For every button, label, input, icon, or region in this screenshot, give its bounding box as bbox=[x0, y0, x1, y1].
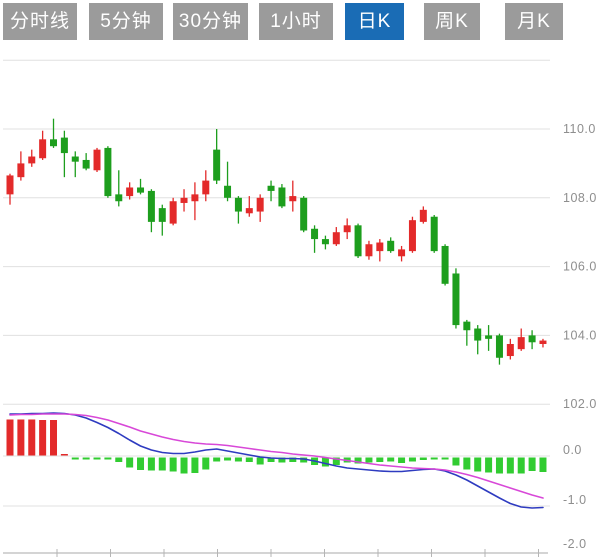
svg-text:102.0: 102.0 bbox=[563, 397, 597, 411]
macd-histogram bbox=[6, 419, 547, 474]
macd-axis-labels: 0.0 -1.0 -2.0 bbox=[563, 443, 587, 551]
price-axis-labels: 110.0 108.0 106.0 104.0 102.0 bbox=[563, 122, 597, 411]
svg-text:0.0: 0.0 bbox=[563, 443, 582, 457]
tab-daily-k[interactable]: 日K bbox=[345, 3, 404, 40]
macd-lines bbox=[9, 412, 544, 509]
tab-weekly-k[interactable]: 周K bbox=[424, 3, 480, 40]
candles-series bbox=[6, 118, 547, 365]
tab-timeline[interactable]: 分时线 bbox=[3, 3, 77, 40]
tab-1hour[interactable]: 1小时 bbox=[259, 3, 333, 40]
svg-text:104.0: 104.0 bbox=[563, 328, 597, 342]
svg-text:-2.0: -2.0 bbox=[563, 537, 587, 551]
tab-5min[interactable]: 5分钟 bbox=[89, 3, 163, 40]
tab-monthly-k[interactable]: 月K bbox=[505, 3, 563, 40]
svg-text:110.0: 110.0 bbox=[563, 122, 596, 136]
tab-30min[interactable]: 30分钟 bbox=[173, 3, 248, 40]
svg-text:-1.0: -1.0 bbox=[563, 493, 587, 507]
svg-text:108.0: 108.0 bbox=[563, 191, 597, 205]
x-axis bbox=[3, 549, 548, 557]
period-tabbar: 分时线 5分钟 30分钟 1小时 日K 周K 月K bbox=[0, 0, 613, 46]
gridlines bbox=[3, 59, 550, 507]
svg-text:106.0: 106.0 bbox=[563, 260, 597, 274]
